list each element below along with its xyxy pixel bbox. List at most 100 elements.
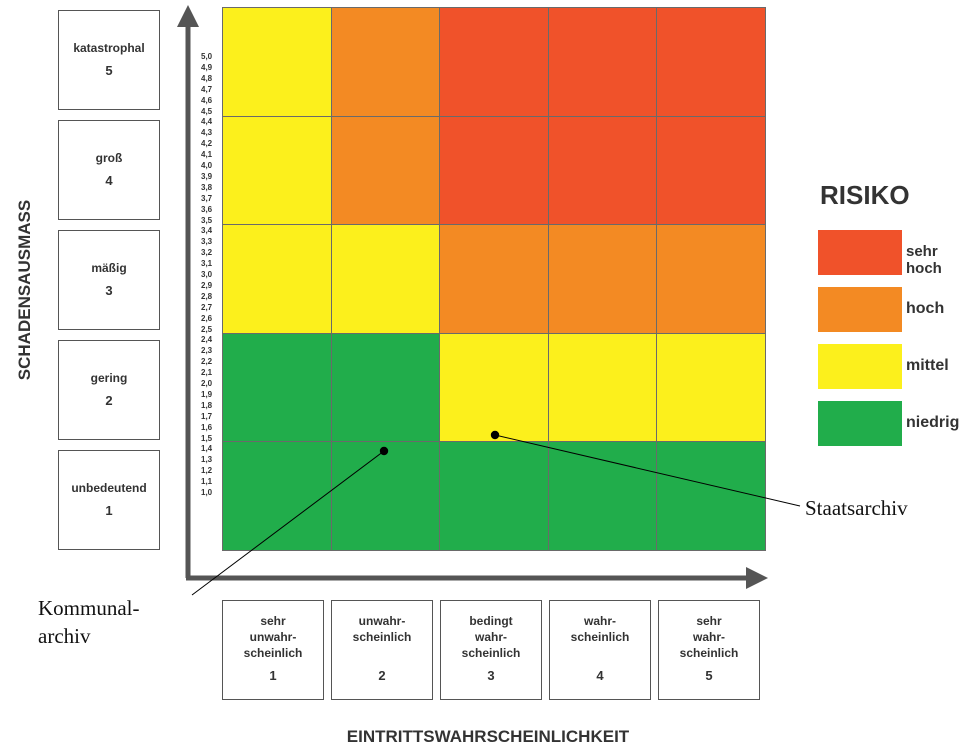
- y-tick-label: 1,6: [201, 422, 213, 432]
- legend-label: hoch: [906, 300, 945, 317]
- y-level-number: 4: [105, 173, 113, 189]
- y-tick-label: 2,7: [201, 302, 213, 312]
- x-level-label-line: unwahr-: [249, 630, 297, 645]
- y-tick-label: 3,0: [201, 270, 213, 279]
- x-level-label-line: bedingt: [469, 614, 513, 628]
- x-level-label-line: wahr-: [692, 630, 725, 645]
- x-level-box: wahr-scheinlich 4: [549, 600, 651, 700]
- x-level-label-line: sehr: [696, 614, 722, 628]
- x-level-box: sehr unwahr-scheinlich 1: [222, 600, 324, 700]
- risk-cell-niedrig: [330, 332, 441, 443]
- y-tick-label: 3,6: [201, 204, 213, 214]
- legend-title: RISIKO: [820, 180, 910, 210]
- y-level-label: gering: [90, 371, 128, 386]
- y-tick-label: 1,7: [201, 411, 213, 421]
- y-level-number: 1: [105, 503, 113, 519]
- kommunalarchiv-label-line1: Kommunal-: [38, 596, 140, 620]
- legend-label: mittel: [906, 357, 949, 374]
- x-level-label-line: wahr-: [583, 614, 616, 628]
- x-axis-title: EINTRITTSWAHRSCHEINLICHKEIT: [346, 727, 630, 746]
- y-tick-label: 4,9: [201, 62, 213, 72]
- x-level-number: 4: [596, 668, 604, 684]
- y-level-label: katastrophal: [73, 41, 145, 56]
- y-tick-label: 3,1: [201, 259, 213, 269]
- y-tick-label: 4,1: [201, 150, 213, 160]
- kommunalarchiv-label-line2: archiv: [38, 624, 91, 648]
- risk-cell-niedrig: [330, 441, 441, 551]
- x-level-label-line: sehr: [260, 614, 286, 628]
- risk-cell-hoch: [547, 224, 658, 334]
- x-level-number: 5: [705, 668, 713, 684]
- x-level-number: 3: [487, 668, 495, 684]
- y-tick-label: 4,7: [201, 84, 213, 94]
- y-level-box: gering 2: [58, 340, 160, 440]
- y-tick-label: 1,0: [201, 488, 213, 497]
- y-tick-label: 2,1: [201, 368, 213, 378]
- y-tick-label: 2,4: [201, 335, 213, 345]
- risk-cell-mittel: [222, 224, 332, 334]
- legend-label: niedrig: [906, 414, 960, 431]
- y-tick-label: 3,7: [201, 193, 213, 203]
- y-tick-label: 3,3: [201, 237, 213, 247]
- y-tick-label: 4,4: [201, 117, 213, 127]
- y-tick-label: 3,2: [201, 248, 213, 258]
- x-level-number: 1: [269, 668, 277, 684]
- y-level-box: groß 4: [58, 120, 160, 220]
- legend-swatch-sehr-hoch: [818, 230, 902, 275]
- y-level-number: 2: [105, 393, 113, 409]
- y-tick-label: 4,8: [201, 73, 213, 83]
- y-tick-label: 1,9: [201, 389, 213, 399]
- risk-cell-hoch: [330, 115, 441, 226]
- y-tick-label: 3,8: [201, 182, 213, 192]
- y-level-box: katastrophal 5: [58, 10, 160, 110]
- risk-cell-hoch: [330, 7, 441, 117]
- staatsarchiv-pointer: [494, 434, 801, 507]
- y-tick-label: 2,5: [201, 324, 213, 334]
- x-level-label-line: scheinlich: [570, 630, 630, 645]
- risk-cell-hoch: [656, 224, 766, 334]
- kommunalarchiv-pointer: [191, 450, 385, 596]
- risk-cell-hoch: [439, 224, 549, 334]
- x-level-label-line: scheinlich: [243, 646, 303, 661]
- risk-cell-sehr-hoch: [547, 7, 658, 117]
- x-level-box: unwahr-scheinlich 2: [331, 600, 433, 700]
- y-tick-label: 1,3: [201, 455, 213, 465]
- x-level-label-line: unwahr-: [358, 614, 406, 628]
- y-tick-label: 1,5: [201, 433, 213, 443]
- y-tick-label: 3,5: [201, 215, 213, 225]
- risk-cell-niedrig: [656, 441, 766, 551]
- y-level-number: 5: [105, 63, 113, 79]
- y-level-label: unbedeutend: [71, 481, 147, 496]
- risk-cell-mittel: [222, 7, 332, 117]
- legend-label: sehr hoch: [906, 243, 942, 277]
- y-tick-label: 1,1: [201, 477, 213, 487]
- y-tick-label: 2,8: [201, 291, 213, 301]
- y-tick-label: 4,3: [201, 128, 213, 138]
- legend-swatch-mittel: [818, 344, 902, 389]
- risk-cell-mittel: [222, 115, 332, 226]
- y-tick-label: 2,3: [201, 346, 213, 356]
- legend-swatch-hoch: [818, 287, 902, 332]
- x-level-label-line: wahr-: [474, 630, 507, 645]
- y-tick-label: 2,6: [201, 313, 213, 323]
- y-tick-label: 5,0: [201, 52, 213, 61]
- y-tick-label: 1,2: [201, 466, 213, 476]
- risk-cell-niedrig: [222, 332, 332, 443]
- y-tick-label: 1,8: [201, 400, 213, 410]
- risk-cell-mittel: [330, 224, 441, 334]
- risk-cell-sehr-hoch: [439, 115, 549, 226]
- y-level-box: mäßig 3: [58, 230, 160, 330]
- x-axis-arrow: [186, 567, 768, 589]
- y-tick-label: 2,2: [201, 357, 213, 367]
- y-level-label: groß: [95, 151, 123, 166]
- y-level-box: unbedeutend 1: [58, 450, 160, 550]
- risk-cell-sehr-hoch: [656, 115, 766, 226]
- x-level-label-line: scheinlich: [352, 630, 412, 645]
- y-tick-label: 1,4: [201, 444, 213, 454]
- x-level-number: 2: [378, 668, 386, 684]
- x-level-label-line: scheinlich: [461, 646, 521, 661]
- y-tick-label: 3,4: [201, 226, 213, 236]
- y-tick-label: 4,5: [201, 106, 213, 116]
- y-tick-label: 4,0: [201, 161, 213, 170]
